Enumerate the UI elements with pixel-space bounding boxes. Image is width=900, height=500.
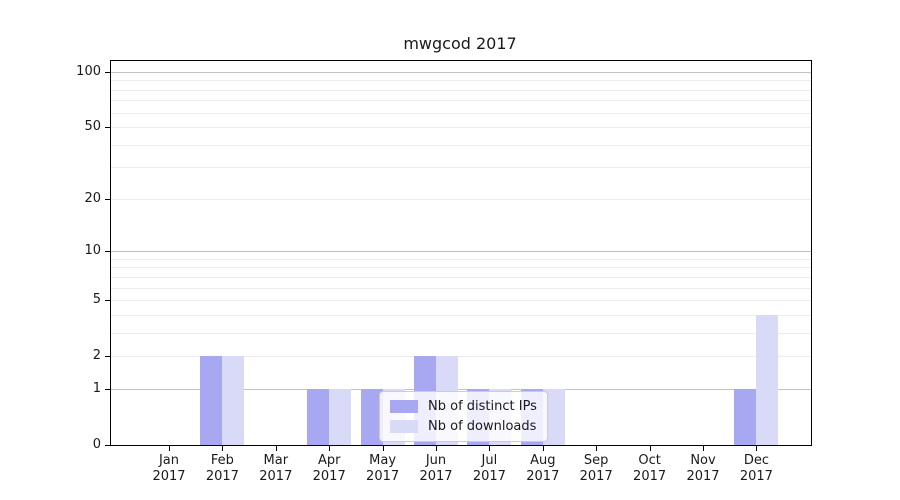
gridline-minor [111,332,811,334]
y-tick-label-50: 50 [84,119,101,135]
y-tick-label-5: 5 [92,292,101,308]
x-tick-label-sep-2017: Sep 2017 [579,453,613,484]
x-tick-label-feb-2017: Feb 2017 [205,453,239,484]
gridline-minor [111,198,811,200]
y-tick-mark-5 [105,300,111,302]
y-tick-mark-20 [105,198,111,200]
y-tick-mark-2 [105,356,111,358]
gridline-minor [111,144,811,146]
legend-row-downloads: Nb of downloads [390,419,537,434]
bar-distinct-ips-dec-2017 [734,388,757,445]
y-tick-mark-100 [105,71,111,73]
x-tick-label-jul-2017: Jul 2017 [472,453,506,484]
x-tick-mark-jun-2017 [436,445,437,451]
gridline-major [111,388,811,390]
bar-downloads-dec-2017 [756,314,779,445]
gridline-minor [111,258,811,260]
x-tick-mark-aug-2017 [542,445,544,451]
x-tick-label-oct-2017: Oct 2017 [633,453,667,484]
x-tick-mark-oct-2017 [649,445,651,451]
x-tick-mark-jul-2017 [489,445,491,451]
y-tick-label-2: 2 [92,348,101,364]
x-tick-label-may-2017: May 2017 [366,453,400,484]
gridline-minor [111,287,811,289]
legend-swatch-downloads [390,420,418,433]
gridline-minor [111,80,811,82]
legend-swatch-distinct-ips [390,400,418,413]
gridline-major [111,251,811,253]
x-tick-label-jan-2017: Jan 2017 [152,453,186,484]
bar-downloads-apr-2017 [329,388,352,445]
x-tick-label-mar-2017: Mar 2017 [259,453,293,484]
gridline-minor [111,127,811,129]
gridline-minor [111,356,811,358]
x-tick-label-dec-2017: Dec 2017 [739,453,773,484]
y-tick-mark-10 [105,251,111,253]
y-tick-label-20: 20 [84,190,101,206]
x-tick-label-jun-2017: Jun 2017 [419,453,453,484]
y-tick-label-100: 100 [76,63,101,79]
y-tick-mark-50 [105,127,111,129]
x-tick-label-aug-2017: Aug 2017 [526,453,560,484]
x-tick-mark-sep-2017 [596,445,598,451]
gridline-minor [111,314,811,316]
bar-downloads-feb-2017 [222,356,245,445]
y-tick-label-0: 0 [92,437,101,452]
bar-distinct-ips-apr-2017 [307,388,330,445]
x-tick-label-nov-2017: Nov 2017 [686,453,720,484]
legend-row-distinct-ips: Nb of distinct IPs [390,399,537,414]
y-tick-label-1: 1 [92,380,101,396]
x-tick-mark-dec-2017 [756,445,758,451]
x-tick-mark-may-2017 [382,445,384,451]
x-tick-label-apr-2017: Apr 2017 [312,453,346,484]
chart-title: mwgcod 2017 [403,34,517,53]
legend-label-downloads: Nb of downloads [428,419,537,434]
x-tick-mark-nov-2017 [703,445,704,451]
x-tick-mark-jan-2017 [169,445,170,451]
legend-label-distinct-ips: Nb of distinct IPs [428,399,537,414]
gridline-minor [111,276,811,278]
y-tick-mark-1 [105,388,111,390]
gridline-minor [111,300,811,302]
x-tick-mark-mar-2017 [275,445,277,451]
gridline-minor [111,167,811,169]
gridline-minor [111,112,811,114]
gridline-major [111,71,811,73]
x-tick-mark-apr-2017 [329,445,331,451]
gridline-minor [111,267,811,269]
bar-distinct-ips-may-2017 [360,388,383,445]
plot-area: Nb of distinct IPs Nb of downloads 0 1 2 5 1… [76,60,812,484]
gridline-minor [111,89,811,91]
x-tick-mark-feb-2017 [222,445,224,451]
legend: Nb of distinct IPs Nb of downloads [379,391,548,442]
bar-downloads-aug-2017 [542,388,565,445]
y-tick-mark-0 [105,445,111,446]
bar-distinct-ips-feb-2017 [200,356,223,445]
gridline-minor [111,100,811,102]
y-tick-label-10: 10 [84,243,101,259]
